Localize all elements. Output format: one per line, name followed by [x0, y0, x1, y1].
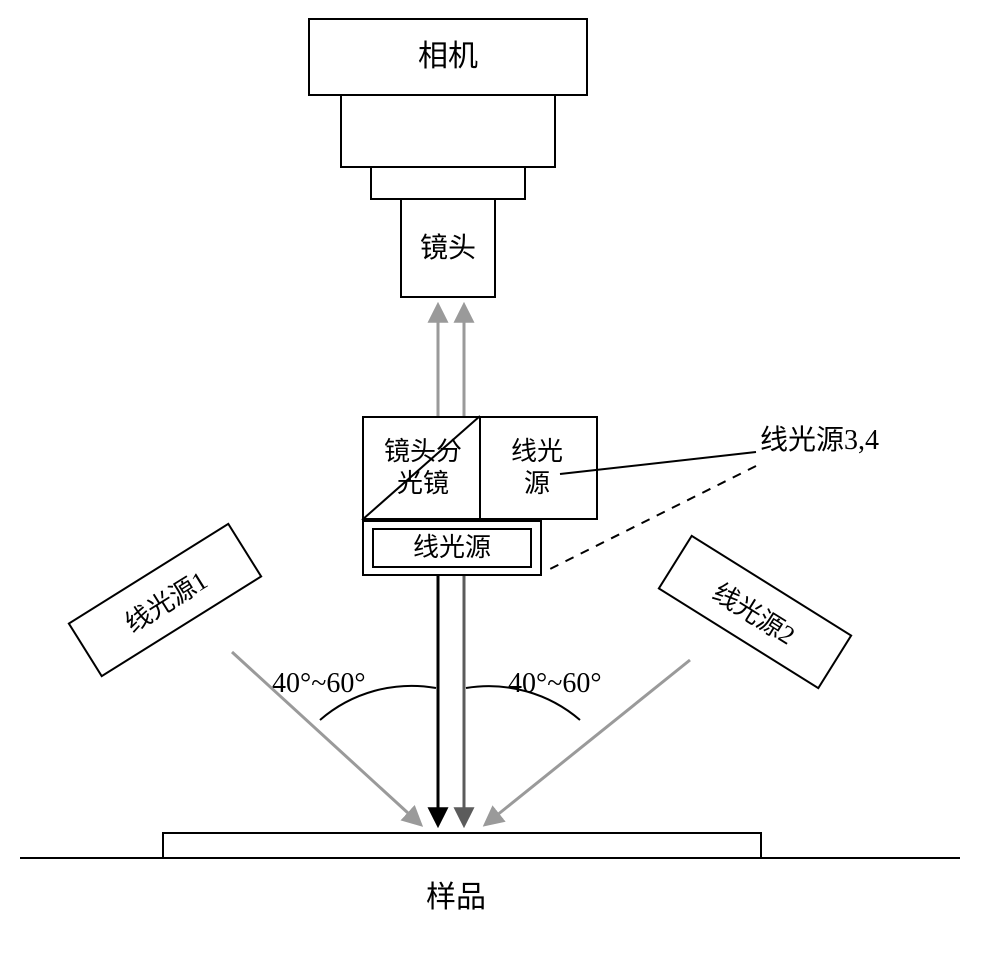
line-source-right-label: 线光源2 [707, 572, 804, 652]
line-source-center-inner: 线光源 [372, 528, 532, 568]
camera-label: 相机 [418, 38, 478, 76]
line-source-left-box: 线光源1 [67, 523, 262, 678]
lens-box: 镜头 [400, 200, 496, 298]
splitter-left-label-2: 光镜 [397, 468, 449, 501]
splitter-box: 镜头分 光镜 线光 源 [362, 416, 598, 520]
splitter-right-label-2: 源 [524, 468, 550, 501]
sample-text: 样品 [426, 881, 486, 914]
line-source-34-label: 线光源3,4 [760, 418, 879, 458]
line-source-center-label: 线光源 [413, 532, 491, 565]
diagram-canvas: 相机 镜头 镜头分 光镜 线光 源 线光源 线光源1 线光源2 线光源3,4 4 [0, 0, 981, 971]
camera-box: 相机 [308, 18, 588, 96]
camera-low-box [370, 168, 526, 200]
angle-right-text: 40°~60° [508, 668, 602, 699]
splitter-left-label-1: 镜头分 [384, 436, 462, 469]
angle-right-label: 40°~60° [508, 668, 602, 700]
line-source-right-box: 线光源2 [657, 535, 852, 690]
sample-label: 样品 [426, 872, 486, 916]
line-source-left-label: 线光源1 [117, 560, 214, 640]
angle-left-text: 40°~60° [272, 668, 366, 699]
lens-label: 镜头 [420, 231, 476, 266]
line-source-34-text: 线光源3,4 [760, 425, 879, 456]
camera-mid-box [340, 96, 556, 168]
sample-slab [162, 832, 762, 858]
splitter-right-label-1: 线光 [511, 436, 563, 469]
angle-left-label: 40°~60° [272, 668, 366, 700]
